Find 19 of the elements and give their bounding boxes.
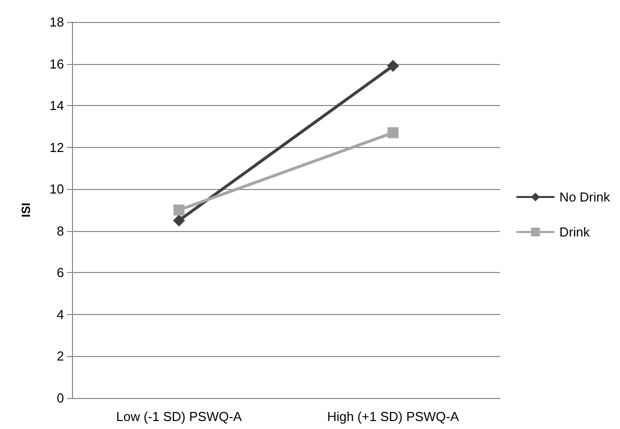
legend-label: Drink — [559, 224, 590, 240]
y-axis-title: ISI — [19, 202, 33, 218]
y-tick-label: 6 — [56, 265, 64, 280]
y-tick-label: 0 — [56, 390, 64, 406]
point — [388, 127, 398, 138]
point — [387, 60, 399, 72]
y-tick-label: 14 — [50, 98, 64, 114]
y-tick-label: 18 — [50, 14, 64, 30]
y-tick-label: 16 — [50, 56, 64, 72]
y-tick-label: 8 — [56, 223, 64, 238]
y-tick-label: 4 — [56, 306, 64, 322]
y-tick-label: 2 — [56, 348, 64, 364]
x-tick-label: Low (-1 SD) PSWQ-A — [116, 409, 242, 424]
x-tick-label: High (+1 SD) PSWQ-A — [327, 409, 460, 424]
legend-label: No Drink — [559, 190, 610, 204]
point — [174, 204, 184, 216]
point — [173, 214, 185, 226]
y-tick-label: 12 — [50, 140, 64, 155]
y-tick-label: 10 — [50, 182, 64, 197]
